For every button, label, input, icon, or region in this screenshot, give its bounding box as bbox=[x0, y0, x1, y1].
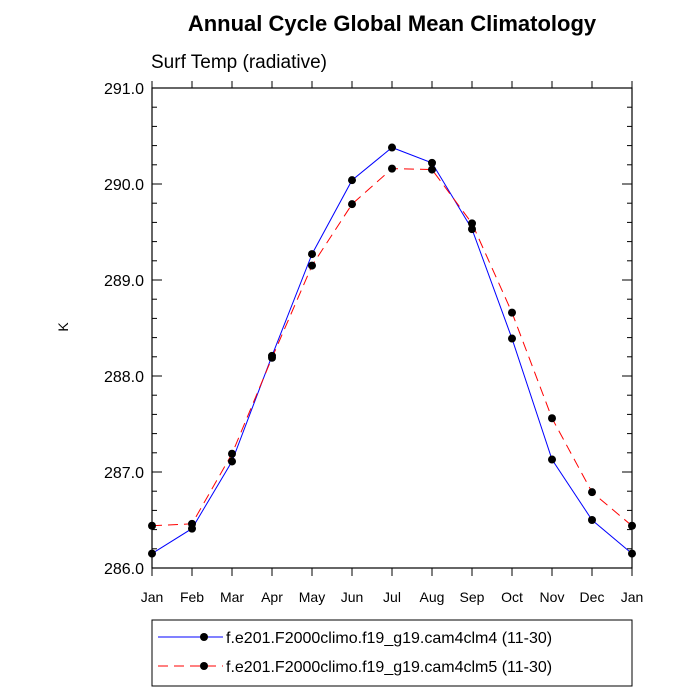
x-tick-label: Jan bbox=[621, 589, 644, 605]
data-point-series-2 bbox=[588, 488, 596, 497]
x-tick-label: Oct bbox=[501, 589, 523, 605]
legend-marker-series-2 bbox=[200, 662, 208, 670]
legend-frame bbox=[151, 619, 633, 687]
plot-area-frame bbox=[151, 87, 633, 569]
x-tick-label: Feb bbox=[180, 589, 204, 605]
data-point-series-1 bbox=[308, 250, 316, 259]
data-point-series-1 bbox=[348, 176, 356, 185]
series-group bbox=[148, 143, 636, 558]
data-point-series-2 bbox=[308, 261, 316, 270]
legend-label-series-1: f.e201.F2000climo.f19_g19.cam4clm4 (11-3… bbox=[226, 630, 552, 647]
data-point-series-2 bbox=[628, 521, 636, 530]
x-tick-labels: Jan Feb Mar Apr May Jun Jul Aug Sep Oct Nov Dec Jan bbox=[141, 589, 644, 605]
legend-label-series-2: f.e201.F2000climo.f19_g19.cam4clm5 (11-3… bbox=[226, 659, 552, 676]
data-point-series-2 bbox=[388, 164, 396, 173]
data-point-series-1 bbox=[148, 549, 156, 558]
y-tick-label: 290.0 bbox=[104, 177, 144, 194]
data-point-series-2 bbox=[348, 200, 356, 209]
data-point-series-1 bbox=[228, 457, 236, 466]
y-tick-label: 288.0 bbox=[104, 369, 144, 386]
tick-marks bbox=[151, 81, 633, 576]
x-tick-label: May bbox=[299, 589, 325, 605]
x-tick-label: Nov bbox=[540, 589, 565, 605]
data-point-series-2 bbox=[508, 308, 516, 317]
legend-marker-series-1 bbox=[200, 633, 208, 641]
data-point-series-1 bbox=[388, 143, 396, 152]
x-tick-label: Sep bbox=[460, 589, 485, 605]
data-point-series-1 bbox=[468, 225, 476, 234]
y-tick-label: 286.0 bbox=[104, 561, 144, 578]
data-point-series-1 bbox=[428, 158, 436, 167]
x-tick-label: Apr bbox=[261, 589, 283, 605]
x-tick-label: Jun bbox=[341, 589, 364, 605]
x-tick-label: Jul bbox=[383, 589, 401, 605]
y-tick-label: 291.0 bbox=[104, 81, 144, 98]
data-point-series-1 bbox=[548, 455, 556, 464]
chart-subtitle: Surf Temp (radiative) bbox=[151, 52, 327, 73]
x-tick-label: Mar bbox=[220, 589, 244, 605]
data-point-series-2 bbox=[228, 449, 236, 458]
y-axis-label: K bbox=[55, 322, 71, 332]
chart-title: Annual Cycle Global Mean Climatology bbox=[188, 11, 597, 36]
x-tick-label: Jan bbox=[141, 589, 164, 605]
series-line-1 bbox=[151, 146, 633, 555]
data-point-series-2 bbox=[428, 165, 436, 174]
data-point-series-1 bbox=[628, 549, 636, 558]
y-tick-labels: 286.0 287.0 288.0 289.0 290.0 291.0 bbox=[104, 81, 144, 578]
data-point-series-2 bbox=[468, 219, 476, 228]
data-point-series-2 bbox=[188, 519, 196, 528]
data-point-series-2 bbox=[268, 353, 276, 362]
x-tick-label: Dec bbox=[580, 589, 605, 605]
legend: f.e201.F2000climo.f19_g19.cam4clm4 (11-3… bbox=[151, 619, 633, 687]
y-tick-label: 289.0 bbox=[104, 273, 144, 290]
data-point-series-2 bbox=[548, 414, 556, 423]
data-point-series-2 bbox=[148, 521, 156, 530]
y-tick-label: 287.0 bbox=[104, 465, 144, 482]
x-tick-label: Aug bbox=[420, 589, 445, 605]
data-point-series-1 bbox=[508, 334, 516, 343]
data-point-series-1 bbox=[588, 516, 596, 524]
